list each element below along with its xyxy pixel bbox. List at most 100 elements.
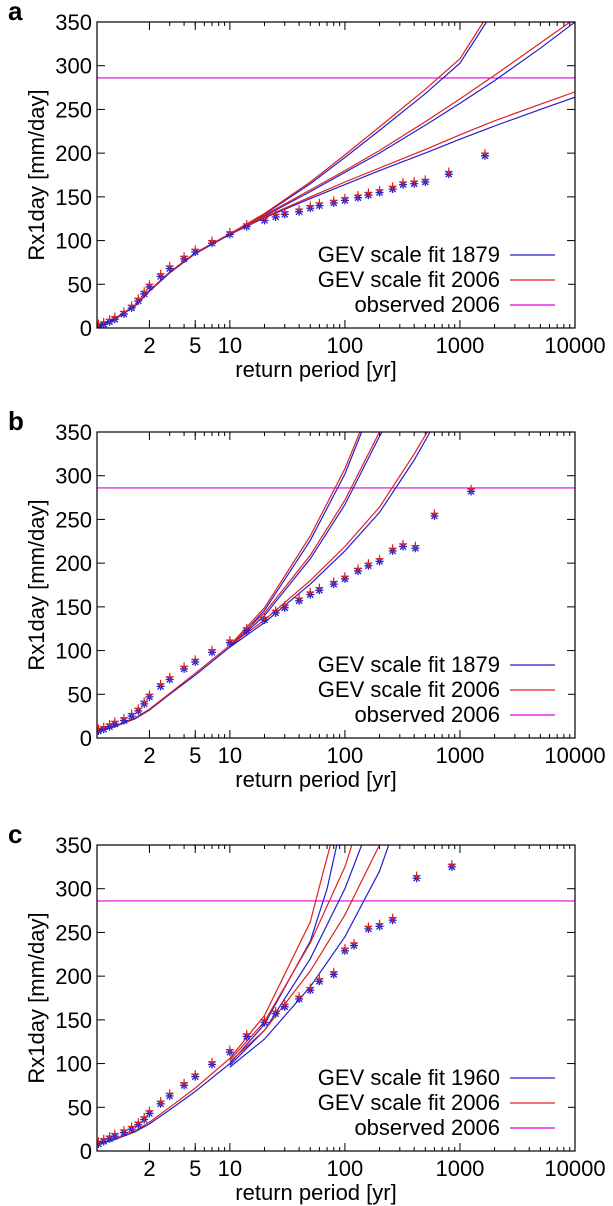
observed-point-plus xyxy=(242,219,251,228)
y-tick-label: 200 xyxy=(55,964,92,989)
observed-point-plus xyxy=(208,1057,217,1066)
x-tick-label: 10 xyxy=(218,1156,242,1181)
observed-point-plus xyxy=(165,261,174,270)
observed-point-plus xyxy=(110,1129,119,1138)
gev-scale-fit-1879-curve xyxy=(100,432,363,732)
observed-point-plus xyxy=(119,713,128,722)
y-tick-label: 250 xyxy=(55,920,92,945)
x-axis-title: return period [yr] xyxy=(235,1180,396,1205)
x-tick-label: 10 xyxy=(218,743,242,768)
observed-point-plus xyxy=(180,252,189,261)
observed-point-plus xyxy=(375,185,384,194)
x-tick-label: 10000 xyxy=(544,743,605,768)
y-tick-label: 300 xyxy=(55,54,92,79)
gev-scale-fit-1879-curve xyxy=(229,22,575,236)
legend-label: GEV scale fit 1960 xyxy=(318,1065,500,1090)
chart-panel-b: b 0 50 100 150 200 250 300 350 2 5 10 100 1000 10000 re… xyxy=(8,406,606,792)
observed-point-plus xyxy=(329,967,338,976)
observed-point-plus xyxy=(410,177,419,186)
observed-point-plus xyxy=(329,577,338,586)
x-axis-title: return period [yr] xyxy=(235,767,396,792)
observed-point-plus xyxy=(354,191,363,200)
y-tick-label: 0 xyxy=(80,316,92,341)
y-tick-label: 350 xyxy=(55,420,92,445)
observed-point-plus xyxy=(156,1097,165,1106)
plot-frame xyxy=(96,431,576,739)
observed-point-plus xyxy=(315,198,324,207)
panel-letter: b xyxy=(8,406,24,436)
gev-scale-fit-2006-curve xyxy=(100,432,361,731)
observed-point-plus xyxy=(340,193,349,202)
y-tick-label: 350 xyxy=(55,10,92,35)
legend-label: observed 2006 xyxy=(354,702,500,727)
plot-frame xyxy=(96,844,576,1152)
x-tick-label: 1000 xyxy=(435,333,484,358)
observed-point-plus xyxy=(364,559,373,568)
observed-point-plus xyxy=(444,167,453,176)
y-tick-label: 100 xyxy=(55,1052,92,1077)
observed-point-plus xyxy=(480,149,489,158)
observed-point-plus xyxy=(315,583,324,592)
observed-point-plus xyxy=(145,690,154,699)
observed-point-plus xyxy=(306,587,315,596)
y-tick-label: 200 xyxy=(55,141,92,166)
y-tick-label: 150 xyxy=(55,1008,92,1033)
observed-point-plus xyxy=(191,1070,200,1079)
y-tick-label: 200 xyxy=(55,551,92,576)
observed-point-plus xyxy=(180,1078,189,1087)
observed-point-plus xyxy=(140,697,149,706)
observed-point-plus xyxy=(119,1126,128,1135)
observed-point-plus xyxy=(127,301,136,310)
legend-label: GEV scale fit 2006 xyxy=(318,1090,500,1115)
x-tick-label: 100 xyxy=(327,1156,364,1181)
observed-point-plus xyxy=(145,280,154,289)
observed-point-plus xyxy=(280,207,289,216)
observed-point-plus xyxy=(127,709,136,718)
x-axis-title: return period [yr] xyxy=(235,357,396,382)
observed-point-plus xyxy=(295,205,304,214)
x-tick-label: 5 xyxy=(189,1156,201,1181)
observed-point-plus xyxy=(306,201,315,210)
y-tick-label: 50 xyxy=(68,272,92,297)
gev-scale-fit-2006-curve xyxy=(229,22,572,235)
legend-label: GEV scale fit 1879 xyxy=(318,242,500,267)
observed-point-plus xyxy=(260,213,269,222)
observed-point-plus xyxy=(260,613,269,622)
observed-point-plus xyxy=(430,509,439,518)
observed-point-plus xyxy=(350,938,359,947)
x-tick-label: 2 xyxy=(143,333,155,358)
observed-point-plus xyxy=(242,623,251,632)
observed-point-plus xyxy=(134,294,143,303)
observed-point-plus xyxy=(110,312,119,321)
observed-point-plus xyxy=(271,606,280,615)
observed-point-plus xyxy=(225,636,234,645)
observed-point-plus xyxy=(295,594,304,603)
observed-point-plus xyxy=(97,319,103,328)
legend-label: GEV scale fit 1879 xyxy=(318,652,500,677)
plot-data xyxy=(97,432,575,736)
observed-point-plus xyxy=(447,860,456,869)
y-axis-title: Rx1day [mm/day] xyxy=(24,89,49,260)
observed-point-plus xyxy=(388,182,397,191)
observed-point-plus xyxy=(225,227,234,236)
observed-point-plus xyxy=(271,1007,280,1016)
gev-scale-fit-1879-curve xyxy=(229,432,383,648)
observed-point-plus xyxy=(364,922,373,931)
observed-point-plus xyxy=(180,662,189,671)
plot-data xyxy=(97,845,575,1149)
y-tick-label: 250 xyxy=(55,507,92,532)
panel-letter: a xyxy=(8,0,23,26)
observed-point-plus xyxy=(165,1089,174,1098)
x-tick-label: 10000 xyxy=(544,333,605,358)
observed-point-plus xyxy=(388,913,397,922)
observed-point-plus xyxy=(208,236,217,245)
y-tick-label: 150 xyxy=(55,185,92,210)
observed-point-plus xyxy=(315,974,324,983)
observed-point-plus xyxy=(412,871,421,880)
observed-point-plus xyxy=(191,245,200,254)
legend-label: GEV scale fit 2006 xyxy=(318,267,500,292)
y-tick-label: 50 xyxy=(68,1095,92,1120)
